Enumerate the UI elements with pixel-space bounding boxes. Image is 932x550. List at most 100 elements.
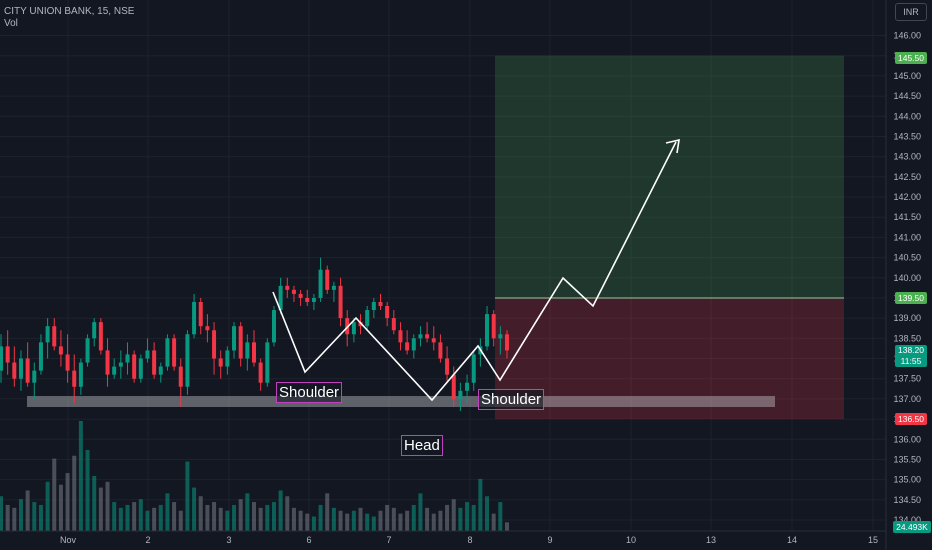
- candle-body: [185, 334, 190, 387]
- candle-body: [105, 350, 110, 375]
- target-price-tag: 145.50: [895, 52, 927, 64]
- candle-body: [205, 326, 210, 331]
- candle-body: [138, 358, 143, 379]
- volume-bar: [305, 513, 310, 531]
- price-tick-label: 134.00: [893, 515, 921, 525]
- volume-bar: [0, 496, 3, 531]
- candle-body: [192, 301, 197, 335]
- volume-bar: [431, 513, 436, 531]
- volume-bar: [498, 502, 503, 531]
- volume-bar: [198, 496, 203, 531]
- candle-body: [505, 334, 509, 351]
- volume-bar: [52, 458, 57, 531]
- candle-body: [431, 338, 436, 343]
- candle-body: [92, 322, 97, 339]
- stop-zone: [495, 297, 844, 420]
- volume-bar: [311, 516, 316, 531]
- candle-body: [18, 358, 23, 379]
- volume-bar: [425, 507, 430, 531]
- candle-body: [325, 269, 330, 290]
- candle-body: [391, 318, 396, 331]
- volume-bar: [351, 510, 356, 531]
- candle-body: [132, 354, 137, 379]
- candle-body: [218, 358, 223, 367]
- last-price-tag: 138.20 11:55: [895, 345, 927, 367]
- support-zone: [27, 396, 775, 407]
- candle-body: [38, 342, 43, 371]
- time-tick-label: Nov: [60, 535, 77, 545]
- candle-body: [5, 346, 10, 363]
- volume-bar: [258, 507, 263, 531]
- volume-bar: [92, 476, 97, 531]
- candle-body: [451, 374, 456, 399]
- volume-bar: [325, 493, 330, 531]
- volume-bar: [318, 504, 323, 531]
- volume-bar: [152, 507, 157, 531]
- volume-bar: [218, 507, 223, 531]
- volume-bar: [418, 493, 423, 531]
- volume-bar: [485, 496, 490, 531]
- candle-body: [118, 362, 123, 367]
- price-tick-label: 144.00: [893, 111, 921, 121]
- price-tick-label: 138.50: [893, 333, 921, 343]
- candle-body: [411, 338, 416, 351]
- currency-button[interactable]: INR: [895, 3, 927, 21]
- volume-bar: [465, 502, 470, 531]
- candle-body: [198, 301, 203, 327]
- candle-body: [405, 342, 410, 351]
- volume-bar: [451, 499, 456, 531]
- candle-body: [278, 285, 283, 311]
- candle-body: [438, 342, 443, 359]
- candle-body: [98, 322, 103, 351]
- target-zone: [495, 55, 844, 298]
- volume-bar: [32, 502, 37, 531]
- price-tick-label: 140.00: [893, 273, 921, 283]
- candle-body: [305, 297, 310, 302]
- candle-body: [285, 285, 290, 290]
- price-tick-label: 136.00: [893, 434, 921, 444]
- candle-body: [385, 306, 390, 319]
- candle-body: [378, 301, 383, 307]
- volume-bar: [331, 507, 336, 531]
- volume-bar: [278, 490, 283, 531]
- candle-body: [485, 314, 490, 347]
- candle-body: [25, 358, 30, 383]
- head-label[interactable]: Head: [401, 435, 443, 456]
- volume-bar: [478, 478, 483, 531]
- volume-bar: [338, 510, 343, 531]
- candle-body: [52, 326, 57, 347]
- volume-bar: [391, 507, 396, 531]
- time-tick-label: 3: [226, 535, 231, 545]
- volume-bar: [5, 504, 10, 531]
- price-tick-label: 142.00: [893, 192, 921, 202]
- left-shoulder-label[interactable]: Shoulder: [276, 382, 343, 403]
- time-tick-label: 2: [145, 535, 150, 545]
- candle-body: [271, 310, 276, 343]
- right-shoulder-label[interactable]: Shoulder: [478, 389, 545, 410]
- candle-body: [165, 338, 170, 367]
- price-tick-label: 137.50: [893, 374, 921, 384]
- candle-body: [112, 366, 117, 375]
- candle-body: [145, 350, 150, 359]
- volume-bar: [291, 507, 296, 531]
- volume-bar: [125, 504, 130, 531]
- volume-bar: [491, 513, 496, 531]
- candle-body: [238, 326, 243, 359]
- candle-body: [351, 322, 356, 335]
- price-tick-label: 141.50: [893, 212, 921, 222]
- volume-bar: [178, 510, 183, 531]
- price-tick-label: 139.00: [893, 313, 921, 323]
- candle-body: [232, 326, 237, 351]
- candle-body: [72, 370, 77, 387]
- volume-bar: [78, 421, 83, 531]
- volume-bar: [18, 499, 23, 531]
- volume-indicator-label[interactable]: Vol: [4, 18, 18, 29]
- candle-body: [225, 350, 230, 367]
- time-tick-label: 13: [706, 535, 716, 545]
- candle-body: [245, 342, 250, 359]
- last-price-value: 138.20: [898, 345, 924, 355]
- volume-bar: [385, 504, 390, 531]
- price-tick-label: 140.50: [893, 253, 921, 263]
- volume-bar: [25, 490, 30, 531]
